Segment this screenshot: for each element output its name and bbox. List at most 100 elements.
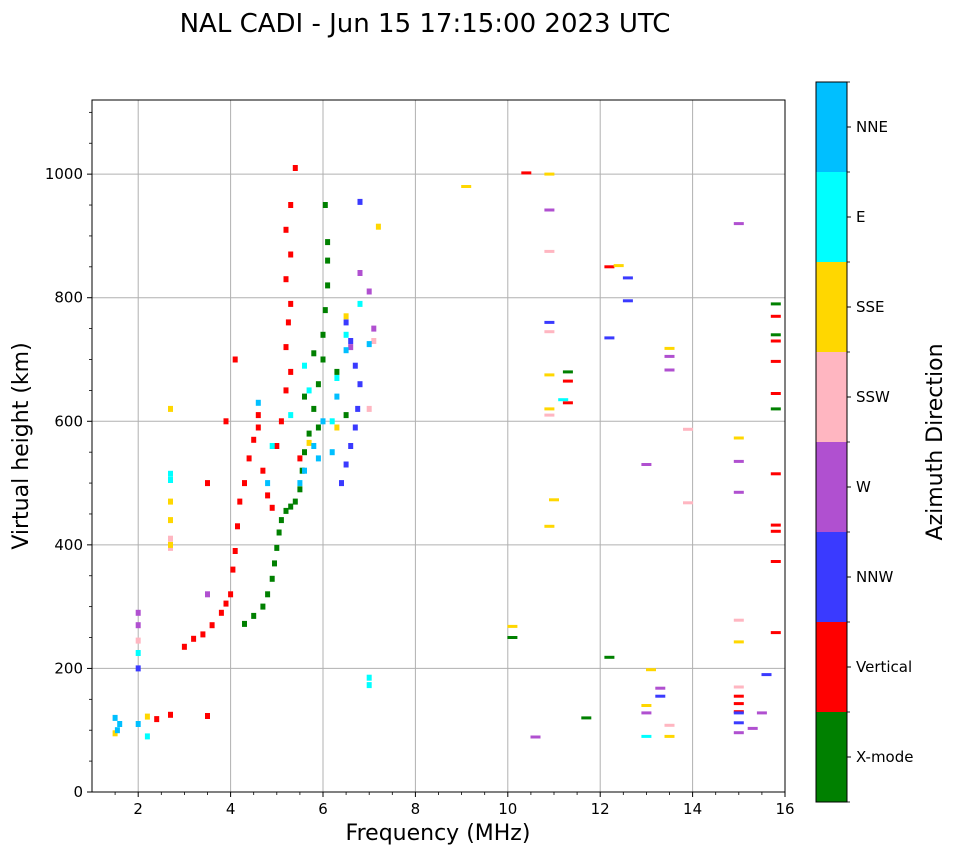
colorbar-tick-label: SSE	[856, 298, 885, 316]
echo-point-vertical	[292, 165, 298, 171]
echo-point-e	[135, 650, 141, 656]
echo-point-w	[135, 622, 141, 629]
echo-point-vertical	[205, 713, 210, 719]
echo-point-w	[655, 686, 666, 690]
echo-point-ssw	[544, 413, 555, 417]
echo-point-nnw	[357, 198, 363, 205]
echo-point-vertical	[283, 276, 289, 283]
echo-point-nnw	[343, 461, 349, 468]
echo-point-x-mode	[272, 560, 277, 567]
colorbar-tick-label: Vertical	[856, 658, 912, 676]
echo-point-w	[544, 208, 555, 212]
echo-point-vertical	[209, 622, 215, 629]
echo-point-vertical	[297, 455, 303, 462]
echo-point-e	[366, 674, 372, 681]
echo-point-w	[756, 711, 767, 715]
echo-point-nne	[334, 393, 340, 400]
echo-point-x-mode	[325, 239, 331, 246]
echo-point-sse	[544, 172, 555, 176]
echo-point-sse	[144, 713, 150, 720]
grid-lines	[92, 100, 786, 793]
colorbar-tick-label: E	[856, 208, 865, 226]
echo-point-vertical	[770, 392, 781, 395]
x-tick-label: 4	[226, 800, 236, 818]
echo-point-w	[641, 463, 652, 466]
echo-point-x-mode	[306, 430, 312, 437]
y-axis-label: Virtual height (km)	[9, 342, 34, 549]
echo-point-x-mode	[302, 449, 307, 456]
echo-point-sse	[461, 185, 472, 188]
echo-point-nne	[302, 467, 307, 474]
echo-point-e	[144, 733, 150, 740]
colorbar-frame	[815, 81, 848, 803]
echo-point-nne	[366, 341, 372, 348]
echo-point-ssw	[371, 338, 377, 344]
colorbar-swatch-nne	[816, 82, 847, 172]
echo-point-w	[733, 731, 744, 735]
colorbar-swatch-e	[816, 172, 847, 262]
echo-point-vertical	[242, 480, 247, 487]
echo-point-ssw	[683, 427, 693, 431]
echo-point-x-mode	[322, 202, 328, 208]
echo-point-vertical	[770, 523, 781, 527]
echo-point-sse	[641, 704, 652, 707]
echo-point-vertical	[205, 480, 210, 487]
plot-frame	[91, 99, 786, 793]
echo-point-e	[366, 682, 372, 689]
colorbar-tick-label: SSW	[856, 388, 890, 406]
echo-point-x-mode	[278, 517, 284, 524]
echo-point-vertical	[288, 300, 294, 307]
x-axis-ticks: 2 4 6 8 10 12 14 16	[114, 792, 795, 818]
echo-point-nnw	[348, 338, 354, 344]
echo-point-x-mode	[320, 356, 326, 363]
echo-point-nne	[112, 714, 118, 721]
colorbar: X-mode Vertical NNW W SSW SSE E NNE	[815, 81, 913, 803]
echo-point-x-mode	[302, 393, 307, 400]
echo-point-e	[288, 412, 294, 419]
echo-point-e	[334, 375, 340, 381]
echo-point-sse	[664, 346, 675, 350]
echo-point-w	[747, 726, 758, 730]
echo-point-e	[306, 387, 312, 394]
echo-point-x-mode	[770, 333, 781, 337]
colorbar-label: Azimuth Direction	[923, 343, 948, 540]
echo-point-e	[558, 398, 569, 402]
echo-point-vertical	[770, 314, 781, 318]
x-tick-label: 16	[775, 800, 794, 818]
echo-point-vertical	[278, 418, 284, 425]
y-tick-label: 1000	[45, 165, 83, 183]
echo-point-nnw	[622, 299, 633, 303]
echo-point-vertical	[770, 560, 781, 563]
x-tick-label: 2	[133, 800, 143, 818]
echo-point-ssw	[733, 618, 744, 622]
echo-point-x-mode	[276, 529, 282, 536]
echo-point-nne	[329, 449, 335, 456]
colorbar-tick-label: W	[856, 478, 871, 496]
echo-point-vertical	[521, 171, 532, 175]
echo-point-vertical	[283, 344, 289, 351]
echo-point-e	[168, 477, 173, 483]
echo-point-nne	[265, 480, 271, 487]
echo-point-ssw	[664, 723, 675, 727]
echo-point-x-mode	[242, 620, 247, 627]
colorbar-swatch-sse	[816, 262, 847, 352]
echo-point-e	[357, 300, 363, 307]
echo-point-nnw	[348, 443, 354, 449]
echo-point-nne	[114, 727, 120, 734]
echo-point-x-mode	[311, 405, 317, 412]
echo-point-sse	[664, 734, 675, 738]
echo-point-x-mode	[311, 350, 317, 357]
echo-point-w	[371, 325, 377, 332]
echo-point-vertical	[562, 379, 573, 383]
echo-point-nnw	[352, 424, 358, 431]
echo-point-vertical	[770, 359, 781, 363]
echo-point-sse	[544, 407, 555, 411]
echo-point-vertical	[288, 251, 294, 258]
echo-point-nnw	[355, 405, 361, 412]
echo-point-sse	[544, 373, 555, 377]
echo-point-vertical	[255, 412, 261, 419]
echo-point-x-mode	[343, 412, 349, 419]
echo-point-ssw	[683, 501, 693, 505]
echo-point-sse	[544, 524, 555, 528]
echo-point-x-mode	[251, 612, 257, 619]
